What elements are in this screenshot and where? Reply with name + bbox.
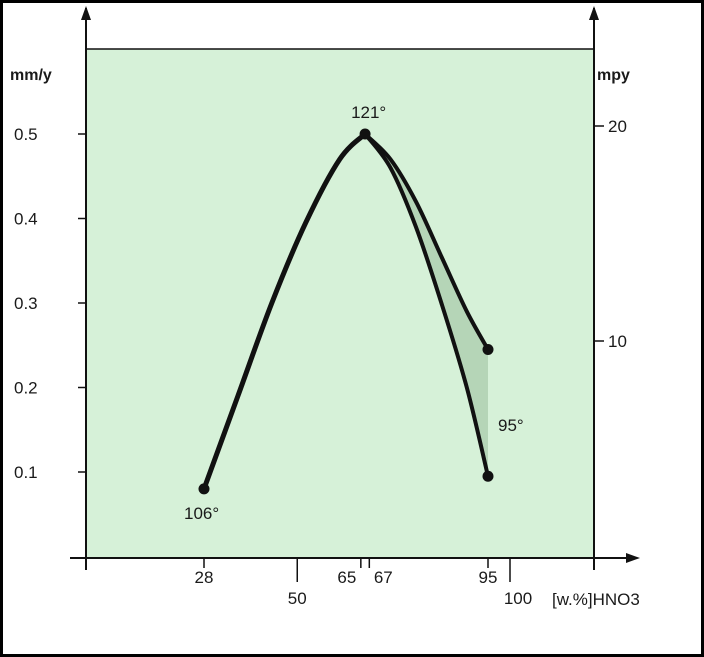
ticks: 0.1 0.2 0.3 0.4 0.5 10 20 28 65 67 95 50 100: [14, 117, 627, 608]
temperature-annotation: 106°: [184, 504, 219, 523]
data-point: [482, 343, 494, 355]
plot-area: [86, 49, 594, 558]
y-right-axis-arrow: [589, 6, 599, 20]
corrosion-curve: [363, 132, 490, 479]
x-tick-label: 28: [195, 568, 214, 587]
y-left-tick-label: 0.2: [14, 379, 38, 398]
corrosion-curve: [363, 132, 490, 352]
x-tick-label: 95: [479, 568, 498, 587]
y-left-tick-label: 0.5: [14, 125, 38, 144]
temperature-annotation: 95°: [498, 416, 524, 435]
corrosion-curve: [201, 131, 368, 492]
temperature-annotation: 121°: [351, 103, 386, 122]
y-left-tick-label: 0.1: [14, 463, 38, 482]
y-left-axis-arrow: [81, 6, 91, 20]
x-tick-label-lower: 50: [288, 589, 307, 608]
data-point: [359, 128, 371, 140]
x-tick-label: 65: [337, 568, 356, 587]
y-right-tick-label: 20: [608, 117, 627, 136]
y-right-tick-label: 10: [608, 332, 627, 351]
labels: mm/y mpy [w.%]HNO3 106° 121° 95°: [10, 67, 640, 609]
axes: [70, 6, 640, 570]
curves: [201, 131, 490, 492]
x-axis-arrow: [626, 553, 640, 563]
x-axis-label: [w.%]HNO3: [552, 590, 640, 609]
y-right-unit-label: mpy: [597, 67, 630, 84]
data-point: [198, 483, 210, 495]
y-left-tick-label: 0.3: [14, 294, 38, 313]
data-point: [482, 470, 494, 482]
x-tick-label: 67: [374, 568, 393, 587]
y-left-tick-label: 0.4: [14, 210, 38, 229]
x-tick-label-lower: 100: [504, 589, 532, 608]
data-markers: [198, 128, 494, 495]
y-left-unit-label: mm/y: [10, 67, 52, 84]
